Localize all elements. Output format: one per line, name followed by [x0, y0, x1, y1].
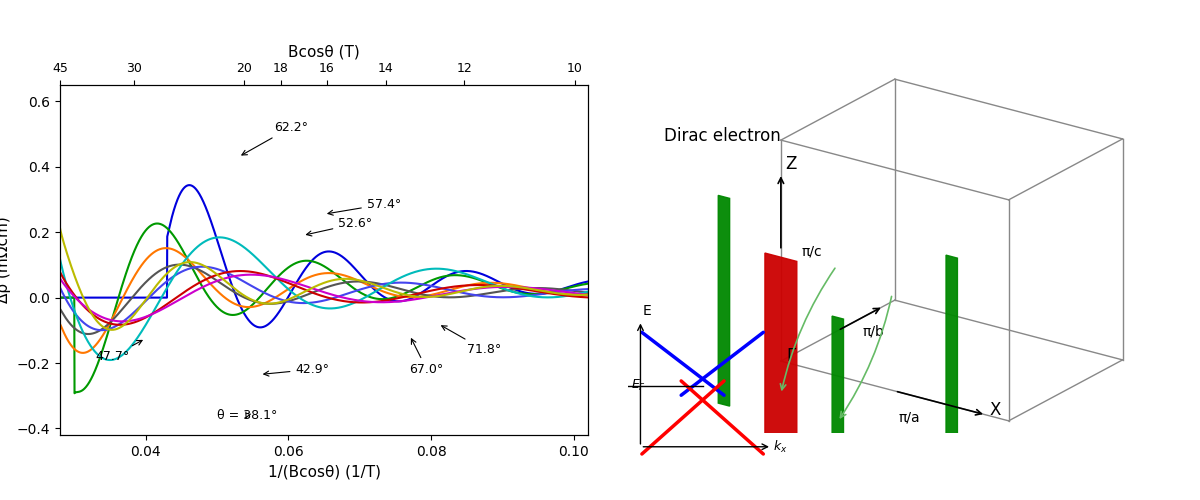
Text: π/b: π/b	[863, 325, 884, 339]
Text: 52.6°: 52.6°	[306, 218, 372, 236]
Polygon shape	[605, 256, 616, 467]
Text: E: E	[643, 304, 652, 318]
Text: Dirac electron: Dirac electron	[664, 127, 780, 145]
Text: Γ: Γ	[787, 347, 796, 365]
Polygon shape	[719, 196, 730, 406]
Text: 62.2°: 62.2°	[242, 121, 308, 155]
Text: 47.7°: 47.7°	[96, 340, 142, 363]
Y-axis label: Δρ (mΩcm): Δρ (mΩcm)	[0, 216, 11, 304]
X-axis label: 1/(Bcosθ) (1/T): 1/(Bcosθ) (1/T)	[268, 464, 380, 479]
Text: Z: Z	[785, 156, 797, 174]
Text: 67.0°: 67.0°	[409, 339, 444, 376]
Text: 57.4°: 57.4°	[328, 198, 401, 215]
Text: π/c: π/c	[802, 245, 822, 259]
Text: X: X	[990, 401, 1001, 419]
Polygon shape	[832, 316, 844, 500]
Polygon shape	[764, 253, 797, 469]
Text: $k_x$: $k_x$	[773, 438, 788, 455]
Text: 42.9°: 42.9°	[264, 363, 330, 376]
Text: π/a: π/a	[899, 410, 920, 424]
Text: θ = 38.1°: θ = 38.1°	[217, 408, 277, 422]
Polygon shape	[946, 255, 958, 466]
Text: 71.8°: 71.8°	[442, 326, 500, 356]
X-axis label: Bcosθ (T): Bcosθ (T)	[288, 44, 360, 60]
Text: $E_F$: $E_F$	[631, 378, 647, 394]
